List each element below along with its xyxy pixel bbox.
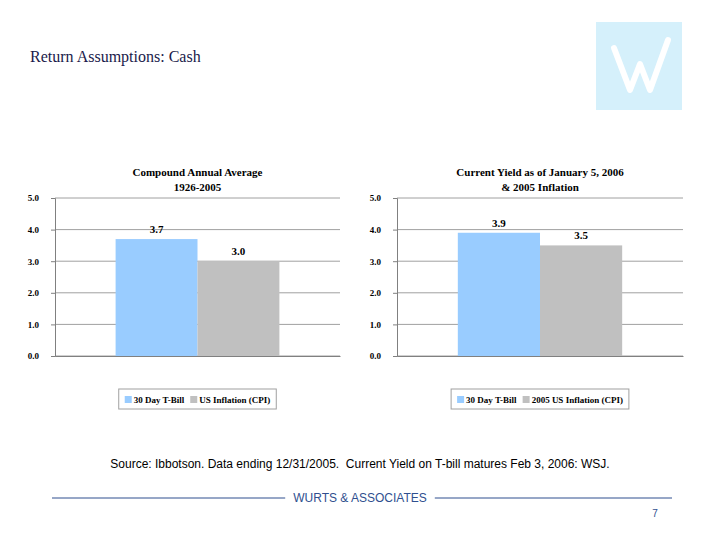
y-tick: 2.0 [370,288,397,298]
y-axis-line [51,199,56,357]
bar [458,233,540,356]
chart: 3.7 3.0 0.0 1.0 2.0 3.0 4.0 5.0 [28,193,341,361]
y-tick: 0.0 [370,351,397,361]
y-tick-mark [51,230,55,231]
data-labels: 3.9 3.5 [492,217,588,242]
data-label: 3.5 [574,229,588,241]
legend-swatch [125,396,132,403]
y-tick-mark [51,198,55,199]
y-tick-label: 0.0 [370,351,382,361]
x-axis [398,356,684,358]
legend-swatch [523,396,530,403]
legend-swatch [190,396,197,403]
legend-label: 2005 US Inflation (CPI) [532,395,623,405]
slide-title: Return Assumptions: Cash [30,48,201,66]
x-axis-line [56,356,341,357]
y-tick: 2.0 [28,288,55,298]
bars [458,233,622,356]
y-tick: 5.0 [370,193,397,203]
legend-items: 30 Day T-Bill US Inflation (CPI) [125,395,271,405]
logo-mark [614,40,668,90]
chart-title: Compound Annual Average [133,166,263,178]
bars [116,239,280,356]
logo [596,22,682,110]
y-axis-line [393,199,398,357]
y-tick-mark [393,324,397,325]
y-tick-mark [51,356,55,357]
y-tick-label: 1.0 [370,320,382,330]
y-tick: 3.0 [28,257,55,267]
grid-line [55,198,340,199]
y-tick-label: 4.0 [28,225,40,235]
legend-label: 30 Day T-Bill [134,395,185,405]
grid-line [55,229,340,230]
y-tick: 0.0 [28,351,55,361]
chart-title: Current Yield as of January 5, 2006 [456,166,624,178]
grid [55,198,340,356]
y-tick-mark [393,198,397,199]
legend-items: 30 Day T-Bill 2005 US Inflation (CPI) [457,395,623,405]
grid [397,198,683,356]
legend-label: US Inflation (CPI) [199,395,270,405]
legend-item: 30 Day T-Bill [457,395,517,405]
x-axis-line [398,356,684,357]
chart-subtitle: & 2005 Inflation [501,181,579,193]
legend: 30 Day T-Bill US Inflation (CPI) [119,389,277,409]
y-tick-label: 3.0 [28,257,40,267]
y-tick: 4.0 [28,225,55,235]
y-tick-label: 3.0 [370,257,382,267]
y-axis: 0.0 1.0 2.0 3.0 4.0 5.0 [370,193,398,361]
y-tick-mark [393,356,397,357]
slide: Return Assumptions: Cash3.73.00.01.02.03… [0,0,720,540]
y-tick: 1.0 [370,320,397,330]
y-tick-mark [51,261,55,262]
grid-line [397,198,683,199]
data-labels: 3.7 3.0 [150,223,246,257]
legend-swatch [457,396,464,403]
y-tick: 1.0 [28,320,55,330]
x-axis [56,356,341,358]
y-tick-mark [393,261,397,262]
legend-item: US Inflation (CPI) [190,395,270,405]
y-tick-label: 1.0 [28,320,40,330]
y-tick: 5.0 [28,193,55,203]
y-tick-label: 5.0 [28,193,40,203]
y-tick-mark [393,293,397,294]
y-tick-label: 0.0 [28,351,40,361]
page-number: 7 [652,508,658,519]
footer: WURTS & ASSOCIATES [293,491,427,505]
y-tick-mark [51,293,55,294]
y-tick-label: 2.0 [370,288,382,298]
footer-rule [52,498,285,499]
y-tick-mark [51,324,55,325]
legend-box [119,389,277,409]
y-axis: 0.0 1.0 2.0 3.0 4.0 5.0 [28,193,56,361]
bar [198,261,280,356]
data-label: 3.7 [150,223,164,235]
y-tick-label: 5.0 [370,193,382,203]
footer-rule [435,498,672,499]
legend: 30 Day T-Bill 2005 US Inflation (CPI) [451,389,629,409]
legend-label: 30 Day T-Bill [466,395,517,405]
bar [116,239,198,356]
legend-box [451,389,629,409]
y-tick: 4.0 [370,225,397,235]
grid-line [397,229,683,230]
y-tick-label: 2.0 [28,288,40,298]
data-label: 3.0 [232,245,246,257]
data-label: 3.9 [492,217,506,229]
legend-item: 30 Day T-Bill [125,395,185,405]
source-note: Source: Ibbotson. Data ending 12/31/2005… [110,457,609,471]
legend-item: 2005 US Inflation (CPI) [523,395,623,405]
chart-subtitle: 1926-2005 [174,181,222,193]
bar [540,245,622,356]
chart: 3.9 3.5 0.0 1.0 2.0 3.0 4.0 5.0 [370,193,684,361]
y-tick-label: 4.0 [370,225,382,235]
logo-box [596,22,682,110]
y-tick: 3.0 [370,257,397,267]
y-tick-mark [393,230,397,231]
